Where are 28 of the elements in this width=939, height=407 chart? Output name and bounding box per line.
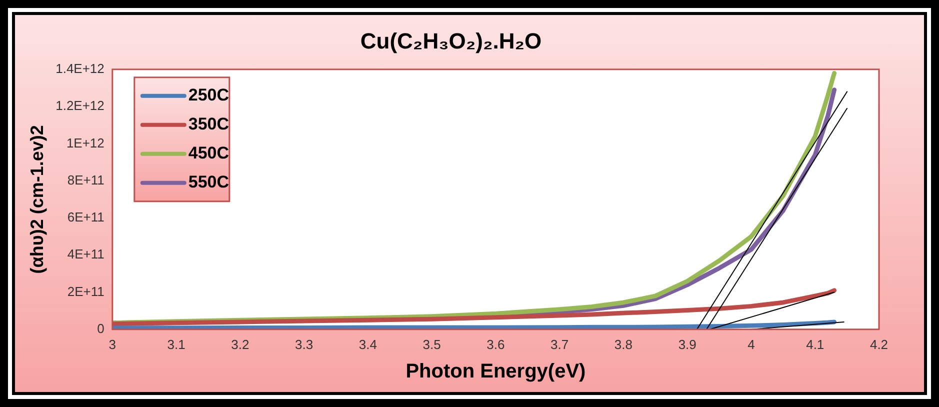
x-tick-label: 4	[748, 336, 755, 352]
x-tick-label: 3.2	[231, 336, 250, 352]
legend-label: 550C	[188, 172, 230, 192]
x-tick-label: 3.3	[295, 336, 314, 352]
chart-title: Cu(C₂H₃O₂)₂.H₂O	[360, 28, 542, 54]
x-axis-title: Photon Energy(eV)	[406, 360, 586, 383]
x-tick-label: 4.2	[870, 336, 888, 352]
x-tick-label: 3.9	[678, 336, 696, 352]
x-tick-label: 3.1	[167, 336, 186, 352]
y-tick-label: 2E+11	[67, 284, 104, 299]
x-tick-label: 3.6	[486, 336, 505, 352]
y-tick-label: 1E+12	[66, 135, 104, 150]
x-tick-label: 3.4	[358, 336, 377, 352]
x-tick-label: 4.1	[806, 336, 824, 352]
legend-label: 250C	[188, 86, 230, 105]
y-axis-title: (αhυ)2 (cm-1.ev)2	[26, 125, 47, 274]
x-tick-label: 3.8	[614, 336, 633, 352]
y-tick-label: 0	[97, 320, 104, 336]
y-tick-label: 6E+11	[67, 210, 104, 225]
x-tick-label: 3	[108, 336, 116, 352]
y-tick-label: 8E+11	[67, 172, 104, 188]
y-tick-label: 1.4E+12	[56, 60, 104, 76]
y-tick-label: 4E+11	[67, 246, 104, 262]
x-tick-label: 3.5	[422, 336, 441, 352]
legend-label: 450C	[188, 144, 230, 163]
legend-label: 350C	[188, 114, 230, 134]
y-tick-label: 1.2E+12	[56, 98, 104, 114]
x-tick-label: 3.7	[550, 336, 569, 352]
